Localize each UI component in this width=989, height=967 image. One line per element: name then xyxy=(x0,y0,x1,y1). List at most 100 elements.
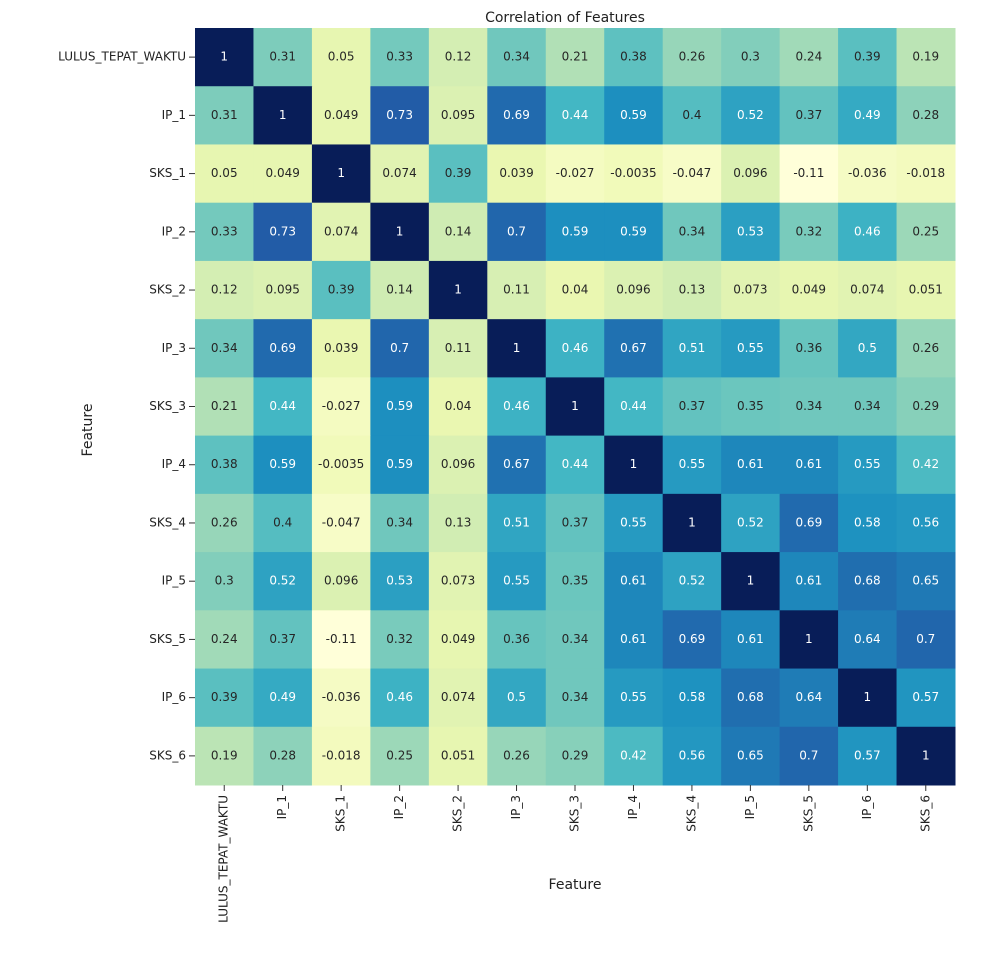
cell-label: 0.33 xyxy=(386,50,413,64)
cell-label: 0.67 xyxy=(620,341,647,355)
heatmap-cell xyxy=(721,28,781,87)
cell-label: 0.074 xyxy=(850,283,884,297)
heatmap-cell xyxy=(253,28,313,87)
cell-label: 0.24 xyxy=(211,632,238,646)
cell-label: 0.096 xyxy=(441,457,475,471)
cell-label: -0.11 xyxy=(793,166,824,180)
cell-label: 0.5 xyxy=(858,341,877,355)
cell-label: 0.37 xyxy=(679,399,706,413)
heatmap-cell xyxy=(253,319,313,378)
y-tick-label: SKS_4 xyxy=(149,515,186,529)
cell-label: 0.65 xyxy=(912,574,939,588)
heatmap-cell xyxy=(779,668,839,728)
heatmap-cell xyxy=(253,86,313,145)
heatmap-cell xyxy=(604,435,664,495)
cell-label: 0.05 xyxy=(328,50,355,64)
heatmap-cell xyxy=(779,202,839,262)
heatmap-cell xyxy=(721,86,781,145)
cell-label: 0.074 xyxy=(382,166,416,180)
cell-label: 1 xyxy=(630,457,638,471)
cell-label: 0.57 xyxy=(912,690,939,704)
chart-title: Correlation of Features xyxy=(485,10,645,26)
cell-label: 0.59 xyxy=(386,399,413,413)
cell-label: 0.42 xyxy=(620,748,647,762)
cell-label: 0.35 xyxy=(562,574,589,588)
heatmap-cell xyxy=(487,377,547,437)
heatmap-cell xyxy=(838,319,898,378)
heatmap-cell xyxy=(195,260,254,320)
cell-label: 0.68 xyxy=(854,574,881,588)
cell-label: 0.36 xyxy=(795,341,822,355)
cell-label: 0.55 xyxy=(503,574,530,588)
cell-label: 0.56 xyxy=(912,515,939,529)
heatmap-cell xyxy=(779,493,839,553)
heatmap-cell xyxy=(896,668,956,728)
cell-label: 0.38 xyxy=(620,50,647,64)
cell-label: 0.46 xyxy=(854,224,881,238)
cell-label: -0.036 xyxy=(322,690,361,704)
cell-label: 0.051 xyxy=(909,283,943,297)
cell-label: 0.52 xyxy=(737,515,764,529)
cell-label: 0.68 xyxy=(737,690,764,704)
cell-label: 0.55 xyxy=(854,457,881,471)
cell-label: 0.67 xyxy=(503,457,530,471)
cell-label: 0.55 xyxy=(620,690,647,704)
heatmap-cell xyxy=(195,319,254,378)
heatmap-cell xyxy=(896,493,956,553)
x-tick-label: IP_4 xyxy=(626,795,640,819)
cell-label: 0.64 xyxy=(854,632,881,646)
heatmap-cell xyxy=(370,86,430,145)
heatmap-cell xyxy=(253,552,313,611)
heatmap-cell xyxy=(428,86,488,145)
cell-label: -0.018 xyxy=(322,748,361,762)
cell-label: 0.61 xyxy=(795,457,822,471)
cell-label: 0.5 xyxy=(507,690,526,704)
cell-label: 0.3 xyxy=(741,50,760,64)
heatmap-cell xyxy=(545,377,605,437)
cell-label: -0.027 xyxy=(322,399,361,413)
x-tick-label: SKS_1 xyxy=(334,795,348,832)
cell-label: 1 xyxy=(688,515,696,529)
heatmap-cell xyxy=(311,435,371,495)
cell-label: 0.11 xyxy=(503,283,530,297)
cell-label: 1 xyxy=(863,690,871,704)
cell-label: 0.051 xyxy=(441,748,475,762)
heatmap-cell xyxy=(662,319,722,378)
cell-label: 0.59 xyxy=(620,108,647,122)
x-axis-label: Feature xyxy=(549,877,602,893)
heatmap-cell xyxy=(487,86,547,145)
cell-label: 0.51 xyxy=(679,341,706,355)
heatmap-cell xyxy=(311,610,371,670)
cell-label: 0.049 xyxy=(266,166,300,180)
cell-label: 0.32 xyxy=(386,632,413,646)
cell-label: 0.58 xyxy=(854,515,881,529)
cell-label: 0.38 xyxy=(211,457,238,471)
cell-label: 0.074 xyxy=(324,224,358,238)
cell-label: 0.52 xyxy=(679,574,706,588)
cell-label: 0.39 xyxy=(328,283,355,297)
cell-label: 0.34 xyxy=(679,224,706,238)
cell-label: 0.69 xyxy=(269,341,296,355)
heatmap-cell xyxy=(311,144,371,204)
x-tick-label: IP_3 xyxy=(509,795,523,819)
heatmap-cell xyxy=(253,610,313,670)
heatmap-cell xyxy=(896,435,956,495)
heatmap-cell xyxy=(545,552,605,611)
heatmap-cell xyxy=(545,86,605,145)
heatmap-cell xyxy=(896,28,956,87)
cell-label: 0.65 xyxy=(737,748,764,762)
x-tick-label: SKS_6 xyxy=(918,795,932,832)
cell-label: 0.7 xyxy=(507,224,526,238)
cell-label: 0.42 xyxy=(912,457,939,471)
heatmap-cell xyxy=(487,493,547,553)
heatmap-cell xyxy=(370,319,430,378)
heatmap-cell xyxy=(370,435,430,495)
cell-label: 0.31 xyxy=(211,108,238,122)
heatmap-cell xyxy=(838,610,898,670)
cell-label: 0.19 xyxy=(912,50,939,64)
cell-label: 1 xyxy=(220,50,228,64)
heatmap-cell xyxy=(896,377,956,437)
heatmap-cell xyxy=(838,493,898,553)
x-tick-label: SKS_2 xyxy=(451,795,465,832)
y-tick-label: IP_1 xyxy=(162,108,186,122)
